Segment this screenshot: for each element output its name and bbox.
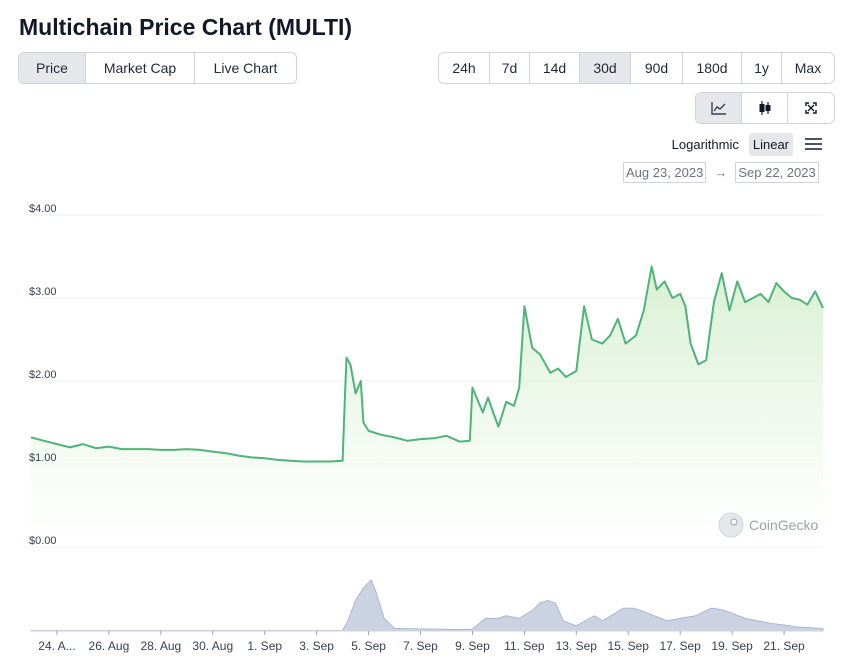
tab-live-chart[interactable]: Live Chart bbox=[213, 60, 278, 76]
y-tick-label: $1.00 bbox=[29, 452, 57, 464]
fullscreen-icon bbox=[805, 102, 817, 114]
price-line bbox=[30, 265, 824, 463]
y-tick-label: $2.00 bbox=[29, 369, 57, 381]
scale-toggle: Logarithmic Linear bbox=[668, 133, 822, 156]
volume-area bbox=[30, 579, 824, 632]
watermark-text: CoinGecko bbox=[749, 517, 818, 533]
linear-option[interactable]: Linear bbox=[748, 133, 793, 156]
x-tick-label: 5. Sep bbox=[351, 639, 386, 653]
candlestick-icon bbox=[759, 101, 770, 115]
range-24h[interactable]: 24h bbox=[439, 53, 490, 83]
x-tick-label: 17. Sep bbox=[659, 639, 701, 653]
menu-icon[interactable] bbox=[805, 138, 822, 151]
line-chart-icon bbox=[710, 102, 726, 115]
candlestick-button[interactable] bbox=[742, 93, 788, 123]
view-tabs: Price Market Cap Live Chart bbox=[18, 52, 297, 84]
x-tick-label: 30. Aug bbox=[192, 639, 233, 653]
x-tick-label: 1. Sep bbox=[247, 639, 282, 653]
range-30d[interactable]: 30d bbox=[580, 53, 631, 83]
x-tick-label: 28. Aug bbox=[140, 639, 181, 653]
date-to-input[interactable]: Sep 22, 2023 bbox=[735, 162, 819, 183]
chart-type-tabs bbox=[695, 92, 835, 124]
x-tick-label: 21. Sep bbox=[763, 639, 805, 653]
date-from-input[interactable]: Aug 23, 2023 bbox=[623, 162, 707, 183]
x-tick-label: 3. Sep bbox=[299, 639, 334, 653]
date-arrow-icon: → bbox=[714, 165, 728, 180]
time-range-tabs: 24h 7d 14d 30d 90d 180d 1y Max bbox=[438, 52, 835, 84]
range-max[interactable]: Max bbox=[794, 60, 822, 76]
range-90d[interactable]: 90d bbox=[631, 53, 683, 83]
range-180d[interactable]: 180d bbox=[683, 53, 742, 83]
coingecko-watermark: CoinGecko bbox=[718, 512, 818, 538]
page-title: Multichain Price Chart (MULTI) bbox=[19, 14, 353, 40]
x-tick-label: 26. Aug bbox=[89, 639, 130, 653]
y-tick-label: $0.00 bbox=[29, 535, 57, 547]
range-7d[interactable]: 7d bbox=[490, 53, 530, 83]
line-chart-button[interactable] bbox=[696, 93, 742, 123]
range-1y[interactable]: 1y bbox=[742, 53, 782, 83]
x-tick-label: 11. Sep bbox=[504, 639, 545, 653]
x-tick-label: 24. A... bbox=[38, 639, 75, 653]
range-14d[interactable]: 14d bbox=[530, 53, 580, 83]
y-tick-label: $3.00 bbox=[29, 286, 57, 298]
date-range: Aug 23, 2023 → Sep 22, 2023 bbox=[623, 162, 819, 183]
price-area-fill bbox=[31, 266, 823, 547]
fullscreen-button[interactable] bbox=[788, 93, 834, 123]
y-tick-label: $4.00 bbox=[29, 203, 57, 215]
logarithmic-option[interactable]: Logarithmic bbox=[671, 137, 739, 152]
x-tick-label: 7. Sep bbox=[403, 639, 438, 653]
x-tick-label: 15. Sep bbox=[608, 639, 650, 653]
x-tick-label: 19. Sep bbox=[711, 639, 753, 653]
x-tick-label: 13. Sep bbox=[556, 639, 598, 653]
price-chart: $4.00 $3.00 $2.00 $1.00 $0.00 24. A... 26. Aug… bbox=[29, 203, 824, 653]
tab-market-cap[interactable]: Market Cap bbox=[86, 53, 195, 83]
tab-price[interactable]: Price bbox=[19, 53, 86, 83]
x-tick-label: 9. Sep bbox=[455, 639, 490, 653]
